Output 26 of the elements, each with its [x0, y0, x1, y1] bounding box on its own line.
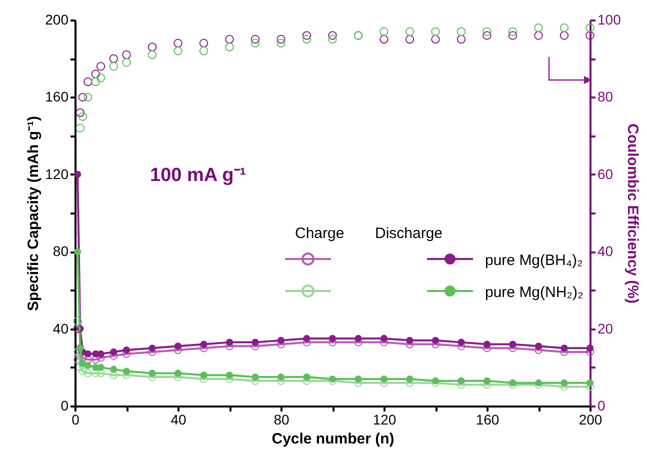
annotation: 100 mA g⁻¹: [150, 165, 246, 186]
y2-tick-label: 100: [598, 12, 622, 28]
x-tick-label: 160: [476, 412, 500, 428]
y2-axis-title: Coulombic Efficiency (%): [624, 123, 641, 304]
y-tick-label: 160: [45, 88, 69, 105]
y2-tick-label: 20: [598, 320, 614, 336]
y-axis-title: Specific Capacity (mAh g⁻¹): [25, 116, 42, 312]
y-tick-label: 80: [52, 243, 69, 260]
x-tick-label: 200: [578, 412, 602, 428]
y2-tick-label: 40: [598, 243, 614, 260]
x-tick-label: 80: [274, 412, 290, 428]
annotation: Charge: [295, 225, 344, 242]
y2-tick-label: 0: [598, 398, 606, 414]
x-tick-label: 120: [372, 412, 396, 428]
annotation: Discharge: [375, 225, 443, 242]
y-tick-label: 0: [60, 398, 69, 414]
y-tick-label: 120: [45, 166, 69, 182]
x-tick-label: 0: [72, 412, 80, 428]
y2-tick-label: 60: [598, 166, 614, 182]
x-axis-title: Cycle number (n): [272, 430, 394, 448]
y2-tick-label: 80: [598, 88, 614, 105]
y-tick-label: 200: [45, 12, 69, 28]
x-tick-label: 40: [170, 412, 186, 428]
legend-label: pure Mg(NH₂)₂: [485, 284, 584, 301]
y-tick-label: 40: [52, 320, 69, 336]
legend-label: pure Mg(BH₄)₂: [485, 252, 583, 269]
